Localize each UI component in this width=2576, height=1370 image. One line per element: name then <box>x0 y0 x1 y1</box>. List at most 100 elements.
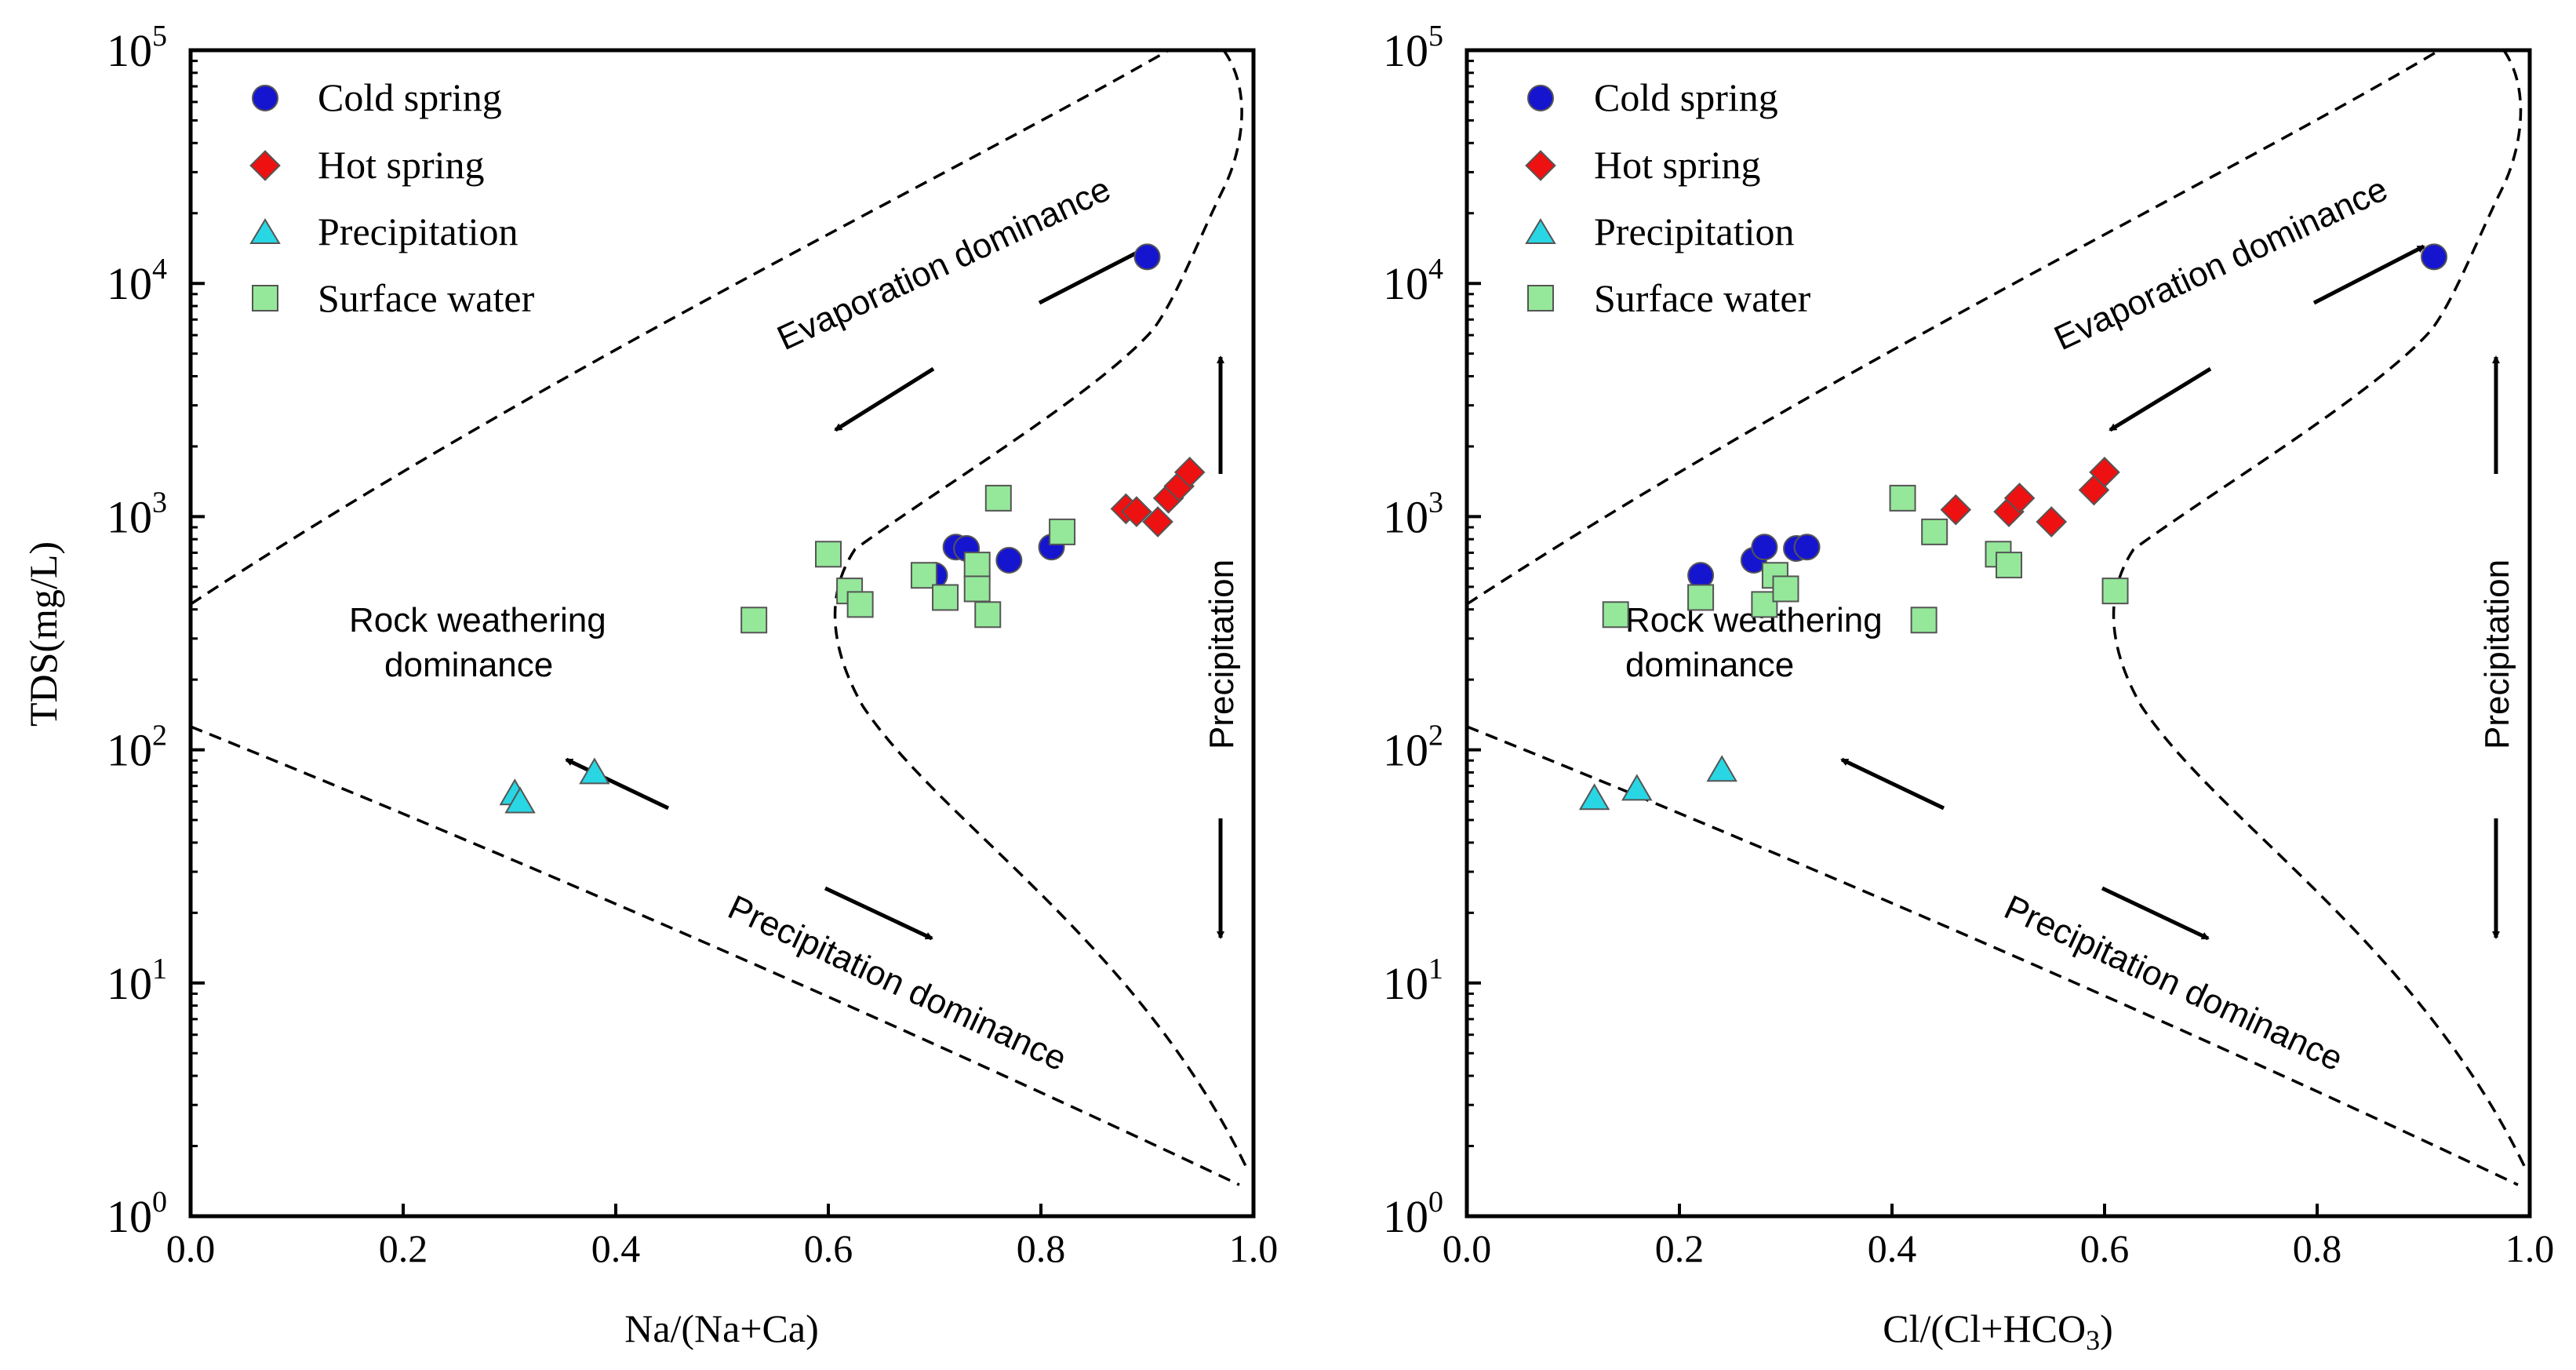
right-y-tick-label: 100 <box>1383 1186 1443 1242</box>
right-arrow-evaporation-left <box>2108 366 2212 432</box>
right-gibbs-boundaries <box>1466 49 2527 1186</box>
right-legend-marker-surface-water <box>1527 285 1554 312</box>
right-y-tick-label: 104 <box>1383 253 1443 309</box>
right-arrow-rock-weathering <box>1840 757 1945 811</box>
left-point-surface-water <box>974 601 1002 629</box>
left-y-tick-label: 101 <box>107 953 167 1009</box>
right-y-tick-base: 10 <box>1383 258 1428 309</box>
left-point-surface-water <box>984 484 1012 512</box>
right-point-surface-water <box>1996 552 2023 579</box>
right-y-tick-label: 105 <box>1383 20 1443 76</box>
right-legend-label-surface-water: Surface water <box>1594 276 1811 320</box>
left-y-tick-label: 100 <box>107 1186 167 1242</box>
right-x-tick-label: 0.6 <box>2080 1226 2130 1270</box>
right-point-precipitation <box>1578 783 1610 811</box>
left-rock-weathering-curve <box>833 49 1249 1170</box>
right-point-hot-spring <box>2003 483 2036 514</box>
left-legend-label-precipitation: Precipitation <box>318 210 518 253</box>
right-point-cold-spring <box>1751 534 1778 561</box>
right-x-tick-label: 0.4 <box>1868 1226 1917 1270</box>
left-arrow-evaporation-up <box>1038 244 1151 305</box>
right-x-tick-label: 0.0 <box>1443 1226 1492 1270</box>
left-point-surface-water <box>846 591 874 618</box>
right-legend-label-precipitation: Precipitation <box>1594 210 1795 253</box>
left-arrow-rock-weathering <box>565 757 670 811</box>
right-legend-marker-precipitation <box>1525 218 1556 244</box>
left-y-tick-label: 104 <box>107 253 167 309</box>
left-y-tick-exponent: 5 <box>152 20 167 53</box>
left-chart-panel: Evaporation dominance Rock weathering do… <box>21 20 1278 1350</box>
left-y-tick-exponent: 4 <box>152 253 167 286</box>
left-point-precipitation <box>579 757 610 785</box>
left-precipitation-vertical-label: Precipitation <box>1202 559 1241 749</box>
right-legend: Cold spring Hot spring Precipitation Sur… <box>1525 75 1811 320</box>
left-y-tick-base: 10 <box>107 725 152 776</box>
right-y-tick-label: 103 <box>1383 486 1443 542</box>
left-x-tick-label: 0.2 <box>379 1226 428 1270</box>
right-x-axis-label: Cl/(Cl+HCO3) <box>1883 1306 2112 1356</box>
right-point-surface-water <box>1687 584 1715 611</box>
right-arrow-evaporation-up <box>2312 244 2425 305</box>
right-y-tick-label: 101 <box>1383 953 1443 1009</box>
left-y-axis-label: TDS(mg/L) <box>21 541 65 727</box>
left-evaporation-upper-boundary <box>190 49 1170 606</box>
left-legend-marker-cold-spring <box>252 85 278 111</box>
left-point-hot-spring <box>1121 496 1152 527</box>
left-point-precipitation <box>504 786 536 814</box>
left-legend: Cold spring Hot spring Precipitation Sur… <box>249 75 535 320</box>
left-y-tick-exponent: 1 <box>152 953 167 986</box>
right-point-surface-water <box>1602 601 1629 629</box>
left-point-surface-water <box>740 607 768 634</box>
left-point-hot-spring <box>1173 457 1206 488</box>
right-point-hot-spring <box>1940 494 1972 526</box>
left-legend-label-cold-spring: Cold spring <box>318 75 502 119</box>
right-point-surface-water <box>1889 484 1916 512</box>
left-plot-frame <box>188 48 1256 1219</box>
left-x-axis-label: Na/(Na+Ca) <box>624 1306 819 1350</box>
right-y-tick-base: 10 <box>1383 25 1428 76</box>
right-y-tick-exponent: 1 <box>1428 953 1443 986</box>
left-point-cold-spring <box>995 547 1023 574</box>
right-chart-panel: Evaporation dominance Rock weathering do… <box>1383 20 2554 1356</box>
left-y-tick-base: 10 <box>107 1191 152 1242</box>
left-point-hot-spring <box>1142 506 1173 537</box>
right-precipitation-vertical-label: Precipitation <box>2478 559 2516 749</box>
left-evaporation-label: Evaporation dominance <box>772 169 1117 358</box>
left-point-surface-water <box>963 552 991 579</box>
left-precipitation-dominance-label: Precipitation dominance <box>722 888 1072 1079</box>
right-point-surface-water <box>1772 575 1799 603</box>
left-y-tick-base: 10 <box>107 958 152 1009</box>
left-legend-label-hot-spring: Hot spring <box>318 143 485 187</box>
left-y-tick-base: 10 <box>107 258 152 309</box>
right-rock-weathering-label-line2: dominance <box>1625 646 1794 684</box>
right-legend-label-cold-spring: Cold spring <box>1594 75 1778 119</box>
right-legend-label-hot-spring: Hot spring <box>1594 143 1761 187</box>
right-point-surface-water <box>2101 578 2129 605</box>
left-y-tick-label: 105 <box>107 20 167 76</box>
left-gibbs-boundaries <box>190 49 1249 1186</box>
left-x-tick-label: 0.6 <box>804 1226 853 1270</box>
right-rock-weathering-curve <box>2112 49 2527 1170</box>
right-y-tick-label: 102 <box>1383 720 1443 776</box>
right-point-surface-water <box>1910 607 1937 634</box>
right-x-tick-label: 0.2 <box>1655 1226 1705 1270</box>
left-arrow-evaporation-left <box>834 366 935 432</box>
left-trend-arrows <box>565 244 1224 941</box>
right-x-axis: 0.0 0.2 0.4 0.6 0.8 1.0 <box>1443 1204 2554 1270</box>
right-point-precipitation <box>1706 755 1737 782</box>
right-y-tick-exponent: 4 <box>1428 253 1443 286</box>
right-arrow-precipitation-down <box>2101 886 2210 941</box>
left-y-tick-exponent: 3 <box>152 486 167 519</box>
right-y-tick-base: 10 <box>1383 1191 1428 1242</box>
right-trend-arrows <box>1840 244 2500 941</box>
right-point-surface-water <box>1921 518 1948 545</box>
left-x-axis: 0.0 0.2 0.4 0.6 0.8 1.0 <box>166 1204 1278 1270</box>
right-x-axis-label-tail: ) <box>2100 1306 2113 1350</box>
right-y-tick-base: 10 <box>1383 725 1428 776</box>
left-point-surface-water <box>910 562 937 589</box>
left-point-surface-water <box>815 541 842 568</box>
right-plot-frame <box>1464 48 2532 1219</box>
left-scatter-points <box>499 243 1206 814</box>
